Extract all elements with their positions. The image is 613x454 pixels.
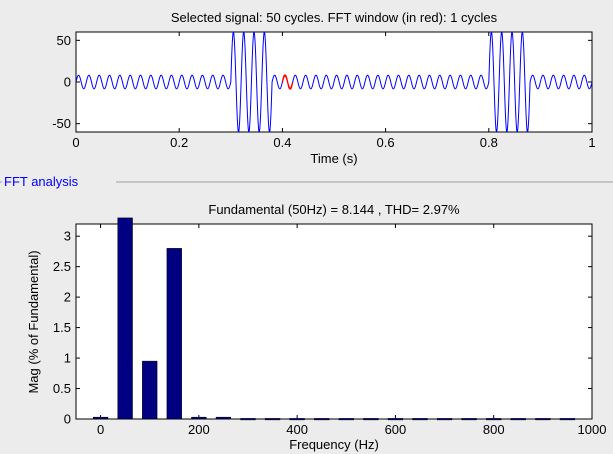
fft-x-tick-label: 800 bbox=[483, 422, 505, 437]
signal-x-tick-label: 0.6 bbox=[377, 135, 395, 150]
fft-y-tick-label: 2.5 bbox=[53, 259, 71, 274]
fft-bar bbox=[240, 418, 256, 421]
signal-x-tick-label: 0.4 bbox=[273, 135, 291, 150]
fft-x-tick-label: 400 bbox=[286, 422, 308, 437]
signal-y-tick-label: 50 bbox=[57, 33, 71, 48]
signal-x-axis-label: Time (s) bbox=[310, 151, 357, 166]
fft-bar bbox=[215, 416, 232, 420]
fft-y-axis-label: Mag (% of Fundamental) bbox=[26, 250, 41, 393]
fft-y-tick-label: 1.5 bbox=[53, 320, 71, 335]
fft-window-line bbox=[281, 74, 294, 90]
fft-bar bbox=[510, 418, 526, 421]
signal-x-tick-label: 0.2 bbox=[170, 135, 188, 150]
fft-y-tick-label: 0.5 bbox=[53, 381, 71, 396]
fft-bar bbox=[92, 416, 109, 420]
fft-bar bbox=[117, 217, 133, 420]
fft-bar bbox=[289, 418, 305, 421]
panel-title: FFT analysis bbox=[4, 174, 79, 189]
fft-bar bbox=[535, 418, 551, 421]
fft-bar bbox=[191, 416, 207, 420]
fft-bar bbox=[486, 418, 502, 421]
fft-x-tick-label: 600 bbox=[385, 422, 407, 437]
signal-x-tick-label: 0.8 bbox=[480, 135, 498, 150]
fft-bar bbox=[387, 418, 404, 421]
fft-bar bbox=[412, 418, 428, 421]
fft-bar bbox=[166, 248, 182, 420]
fft-x-tick-label: 0 bbox=[97, 422, 104, 437]
signal-chart-title: Selected signal: 50 cycles. FFT window (… bbox=[171, 10, 498, 25]
fft-y-tick-label: 3 bbox=[64, 229, 71, 244]
fft-chart-title: Fundamental (50Hz) = 8.144 , THD= 2.97% bbox=[208, 202, 460, 217]
fft-bar bbox=[338, 418, 354, 421]
fft-bar bbox=[436, 418, 453, 421]
signal-series-line bbox=[76, 32, 592, 132]
fft-x-tick-label: 1000 bbox=[578, 422, 607, 437]
signal-series-group bbox=[76, 32, 592, 132]
fft-x-tick-label: 200 bbox=[188, 422, 210, 437]
fft-bar bbox=[559, 418, 576, 421]
fft-plot-area bbox=[75, 223, 593, 420]
fft-chart: Fundamental (50Hz) = 8.144 , THD= 2.97% … bbox=[26, 202, 606, 452]
fft-bar bbox=[314, 418, 330, 421]
signal-x-tick-label: 1 bbox=[588, 135, 595, 150]
panel-title-background bbox=[2, 176, 116, 189]
signal-y-tick-label: 0 bbox=[64, 75, 71, 90]
signal-chart: Selected signal: 50 cycles. FFT window (… bbox=[52, 10, 595, 166]
fft-y-tick-label: 2 bbox=[64, 290, 71, 305]
fft-bar bbox=[363, 418, 379, 421]
fft-y-tick-label: 0 bbox=[64, 412, 71, 427]
fft-x-axis-label: Frequency (Hz) bbox=[289, 437, 379, 452]
fft-bars-group bbox=[92, 217, 576, 421]
fft-y-tick-label: 1 bbox=[64, 351, 71, 366]
fft-bar bbox=[461, 418, 477, 421]
fft-bar bbox=[142, 360, 158, 420]
signal-y-tick-label: -50 bbox=[52, 116, 71, 131]
signal-x-tick-label: 0 bbox=[72, 135, 79, 150]
fft-bar bbox=[264, 418, 281, 421]
